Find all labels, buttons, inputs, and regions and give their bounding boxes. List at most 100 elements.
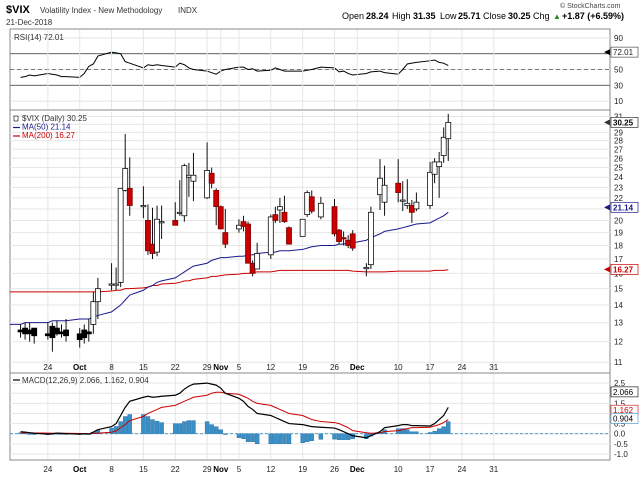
price-x-tick-label: 22: [171, 363, 180, 372]
price-tick-label: 15: [614, 285, 623, 294]
macd-tick-label: -1.0: [614, 450, 628, 459]
macd-histogram-bar: [191, 420, 196, 434]
bottom-x-tick-label: 5: [237, 465, 242, 474]
price-x-tick-label: 12: [266, 363, 275, 372]
candle: [340, 231, 347, 246]
price-x-tick-label: 17: [426, 363, 435, 372]
macd-histogram-bar: [141, 414, 146, 434]
ma200-line: [10, 269, 449, 293]
candle-body: [299, 218, 306, 237]
candle: [172, 202, 179, 226]
macd-histogram-bar: [286, 433, 292, 445]
macd-histogram-bar: [250, 433, 255, 443]
rsi-value-box: [610, 46, 639, 58]
macd-histogram-bar: [441, 426, 446, 434]
candle: [63, 318, 69, 342]
high-value: 31.35: [413, 11, 436, 21]
macd-histogram-bar: [204, 421, 210, 434]
high-label: High: [392, 11, 411, 21]
rsi-line: [20, 51, 449, 78]
candle: [208, 167, 215, 189]
rsi-value-label: 72.01: [613, 48, 634, 57]
candle: [158, 205, 165, 239]
price-tick-label: 19: [614, 229, 623, 238]
candle: [399, 181, 406, 212]
chg-arrow-icon: ▲: [553, 12, 561, 21]
candle-body: [122, 168, 129, 191]
price-plot: 1112131415161718192021222324252627282930…: [10, 30, 639, 459]
candle-body: [317, 202, 324, 218]
candle: [440, 127, 447, 163]
chart-date: 21-Dec-2018: [6, 18, 53, 27]
candle: [181, 163, 188, 222]
macd-value-box: [610, 413, 639, 424]
bottom-x-tick-label: 31: [489, 465, 498, 474]
macd-value-label: 0.904: [613, 414, 634, 423]
price-x-tick-label: 5: [237, 363, 242, 372]
candle: [222, 208, 229, 249]
close-value-box: [610, 117, 639, 128]
candle-body: [54, 327, 60, 335]
candle: [349, 230, 356, 251]
macd-histogram-bar: [277, 433, 283, 445]
candle-body: [85, 331, 92, 335]
rsi-tick-label: 10: [614, 97, 623, 106]
open-label: Open: [342, 11, 364, 21]
macd-value-label: 1.162: [613, 406, 634, 415]
candle-body: [440, 136, 447, 156]
ma200-value-pointer: [604, 266, 610, 273]
candle: [31, 327, 38, 344]
macd-histogram-bar: [268, 433, 273, 445]
candle-body: [154, 218, 160, 253]
candle: [381, 165, 388, 216]
macd-histogram-bar: [405, 429, 410, 434]
macd-histogram-bar: [446, 421, 451, 434]
candle-body: [436, 161, 443, 168]
rsi-legend: RSI(14) 72.01: [14, 33, 64, 42]
candle: [217, 205, 224, 230]
ma50-value-box: [610, 201, 639, 213]
macd-tick-label: 1.5: [614, 399, 626, 408]
macd-tick-label: -0.5: [614, 440, 628, 449]
candle-body: [349, 233, 356, 249]
candle-body: [90, 301, 97, 325]
candle: [126, 157, 133, 216]
exchange-label: INDX: [178, 6, 198, 15]
price-tick-label: 26: [614, 154, 623, 163]
candle: [204, 142, 211, 199]
candle-body: [31, 327, 38, 337]
candle-body: [113, 283, 119, 286]
price-tick-label: 22: [614, 194, 623, 203]
chg-value: +1.87 (+6.59%): [562, 11, 624, 21]
macd-panel: [9, 372, 611, 461]
candle: [90, 291, 97, 334]
candle-body: [213, 190, 220, 208]
candle: [367, 206, 374, 269]
macd-histogram-bar: [145, 416, 151, 434]
macd-histogram-bar: [241, 433, 246, 439]
price-panel: [9, 109, 611, 374]
macd-histogram-bar: [332, 433, 337, 440]
candle-body: [404, 202, 411, 206]
price-legend-entry: MA(50) 21.14: [22, 123, 71, 132]
bottom-x-tick-label: 12: [266, 465, 275, 474]
x-axis: 2424OctOct88151522222929NovNov5512121919…: [43, 363, 498, 474]
candle: [267, 214, 274, 259]
price-tick-label: 25: [614, 164, 623, 173]
price-tick-label: 18: [614, 241, 623, 250]
chart-header: $VIX Volatility Index - New Methodology …: [6, 2, 624, 27]
bottom-x-tick-label: 24: [43, 465, 52, 474]
candle-body: [336, 229, 342, 242]
candle-body: [181, 165, 188, 217]
price-tick-label: 23: [614, 183, 623, 192]
security-name: Volatility Index - New Methodology: [40, 6, 162, 15]
price-tick-label: 29: [614, 128, 623, 137]
macd-value-box: [610, 386, 639, 398]
macd-line: [20, 382, 449, 439]
macd-histogram-bar: [182, 421, 187, 434]
candle-body: [245, 223, 251, 264]
candle: [95, 277, 101, 319]
candle: [431, 158, 438, 184]
candle: [140, 186, 147, 219]
